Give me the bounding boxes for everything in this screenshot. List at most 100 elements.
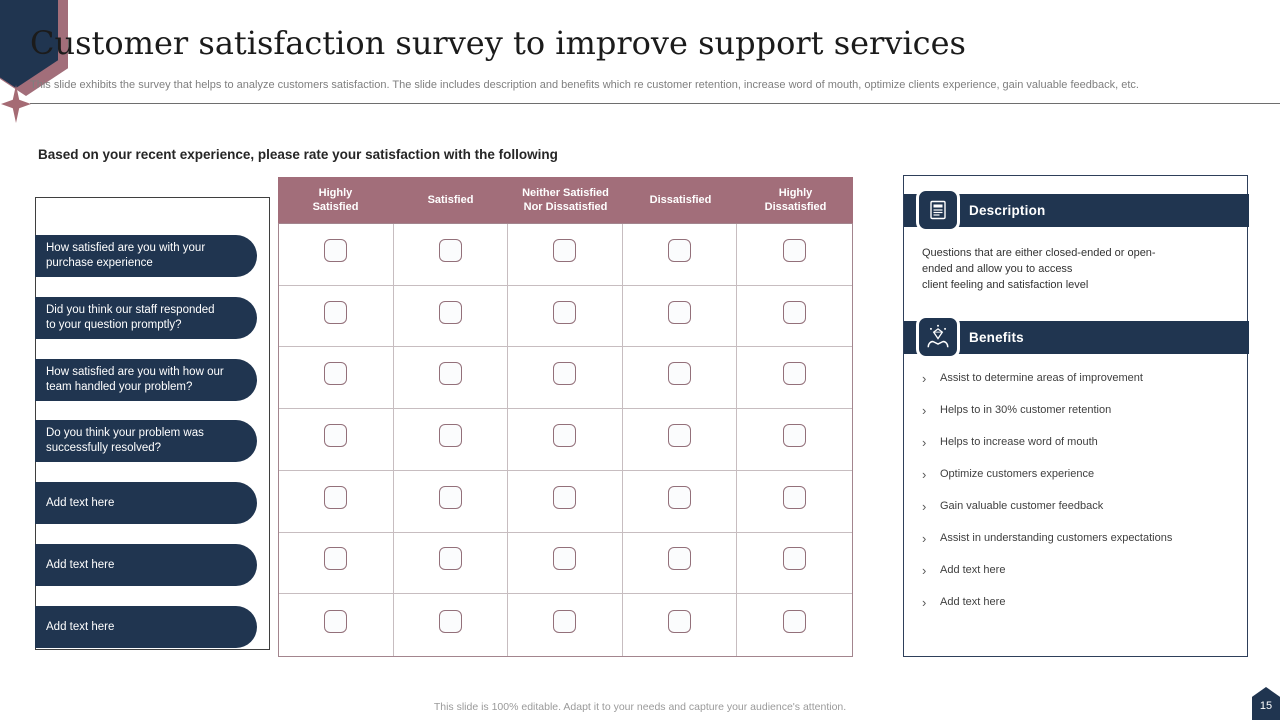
benefit-item-label: Assist in understanding customers expect… (940, 532, 1173, 544)
checkbox[interactable] (438, 423, 462, 447)
grid-cell (508, 224, 623, 286)
checkbox[interactable] (553, 485, 577, 509)
checkbox[interactable] (438, 547, 462, 571)
row-label-text: Add text here (46, 620, 115, 633)
benefit-item: › Assist to determine areas of improvemen… (922, 362, 1242, 394)
checkbox[interactable] (668, 485, 692, 509)
column-header-label: Highly Dissatisfied (764, 186, 827, 213)
benefit-item-label: Helps to in 30% customer retention (940, 404, 1112, 416)
checkbox[interactable] (324, 609, 348, 633)
grid-cell (279, 594, 394, 656)
benefit-item: › Gain valuable customer feedback (922, 490, 1242, 522)
chevron-bullet-icon: › (922, 562, 927, 578)
column-header: Neither Satisfied Nor Dissatisfied (508, 177, 623, 231)
right-panel: Description Questions that are either cl… (903, 175, 1249, 657)
description-line: client feeling and satisfaction level (922, 279, 1089, 291)
benefit-item-label: Helps to increase word of mouth (940, 436, 1098, 448)
checkbox[interactable] (668, 423, 692, 447)
checkbox[interactable] (553, 238, 577, 262)
row-label-pill: Add text here (35, 606, 257, 648)
footer-note: This slide is 100% editable. Adapt it to… (433, 701, 847, 713)
grid-cell (393, 224, 509, 286)
checkbox[interactable] (783, 238, 807, 262)
grid-cell (737, 286, 852, 348)
checkbox[interactable] (438, 238, 462, 262)
checkbox[interactable] (783, 485, 807, 509)
grid-cell (622, 409, 738, 471)
checkbox[interactable] (668, 609, 692, 633)
chevron-bullet-icon: › (922, 434, 927, 450)
checkbox[interactable] (324, 423, 348, 447)
checkbox[interactable] (438, 609, 462, 633)
hands-diamond-icon (916, 315, 960, 359)
checkbox[interactable] (553, 362, 577, 386)
chevron-bullet-icon: › (922, 594, 927, 610)
grid-cell (394, 594, 509, 656)
grid-cell (279, 409, 394, 471)
row-label-pill: Add text here (35, 482, 257, 524)
chevron-bullet-icon: › (922, 530, 927, 546)
grid-cell (279, 470, 394, 533)
checkbox[interactable] (438, 485, 462, 509)
grid-cell (393, 347, 509, 410)
checkbox[interactable] (438, 362, 462, 386)
checkbox[interactable] (324, 485, 348, 509)
benefits-header-bar: Benefits (904, 321, 1249, 354)
checkbox[interactable] (553, 423, 577, 447)
checkbox[interactable] (553, 609, 577, 633)
column-header: Highly Satisfied (278, 177, 393, 231)
checkbox[interactable] (553, 547, 577, 571)
column-header-label: Satisfied (427, 193, 474, 206)
grid-cell (737, 594, 852, 656)
benefits-title: Benefits (969, 330, 1024, 345)
column-header: Satisfied (393, 177, 508, 231)
chevron-bullet-icon: › (922, 370, 927, 386)
checkbox[interactable] (668, 300, 692, 324)
section-heading: Based on your recent experience, please … (38, 147, 558, 162)
checkbox[interactable] (324, 300, 348, 324)
checkbox[interactable] (668, 362, 692, 386)
row-label-text: Add text here (46, 496, 115, 509)
sparkle-icon (1, 85, 31, 128)
grid-cell (508, 594, 623, 656)
grid-cell (508, 347, 623, 410)
grid-cell (737, 409, 852, 471)
survey-header-row: Highly Satisfied Satisfied Neither Satisfi… (278, 177, 853, 231)
chevron-bullet-icon: › (922, 466, 927, 482)
page-number-badge: 15 (1252, 687, 1280, 720)
grid-cell (622, 347, 738, 410)
checkbox[interactable] (324, 362, 348, 386)
grid-cell (393, 409, 509, 471)
grid-cell (279, 532, 394, 595)
grid-cell (622, 532, 738, 595)
checkbox[interactable] (783, 362, 807, 386)
row-label-text: Did you think our staff responded to you… (46, 304, 215, 331)
checkbox[interactable] (324, 547, 348, 571)
chevron-bullet-icon: › (922, 402, 927, 418)
description-line: ended and allow you to access (922, 263, 1073, 275)
checkbox[interactable] (668, 238, 692, 262)
grid-cell (508, 409, 623, 471)
row-label-text: How satisfied are you with how our team … (46, 366, 224, 393)
checkbox[interactable] (783, 300, 807, 324)
benefit-item: › Optimize customers experience (922, 458, 1242, 490)
benefit-item: › Add text here (922, 586, 1242, 618)
checkbox[interactable] (783, 547, 807, 571)
benefit-item-label: Assist to determine areas of improvement (940, 372, 1143, 384)
checkbox[interactable] (668, 547, 692, 571)
checkbox[interactable] (783, 609, 807, 633)
benefits-list: › Assist to determine areas of improvemen… (922, 362, 1242, 618)
checkbox[interactable] (783, 423, 807, 447)
checkbox[interactable] (324, 238, 348, 262)
document-icon (916, 188, 960, 232)
row-label-pill: How satisfied are you with your purchase… (35, 235, 257, 277)
checkbox[interactable] (553, 300, 577, 324)
grid-cell (737, 224, 852, 286)
benefit-item: › Helps to increase word of mouth (922, 426, 1242, 458)
benefit-item-label: Add text here (940, 564, 1006, 576)
column-header: Highly Dissatisfied (738, 177, 853, 231)
grid-cell (622, 224, 738, 286)
row-label-pill: How satisfied are you with how our team … (35, 359, 257, 401)
checkbox[interactable] (438, 300, 462, 324)
description-line: Questions that are either closed-ended o… (922, 247, 1156, 259)
